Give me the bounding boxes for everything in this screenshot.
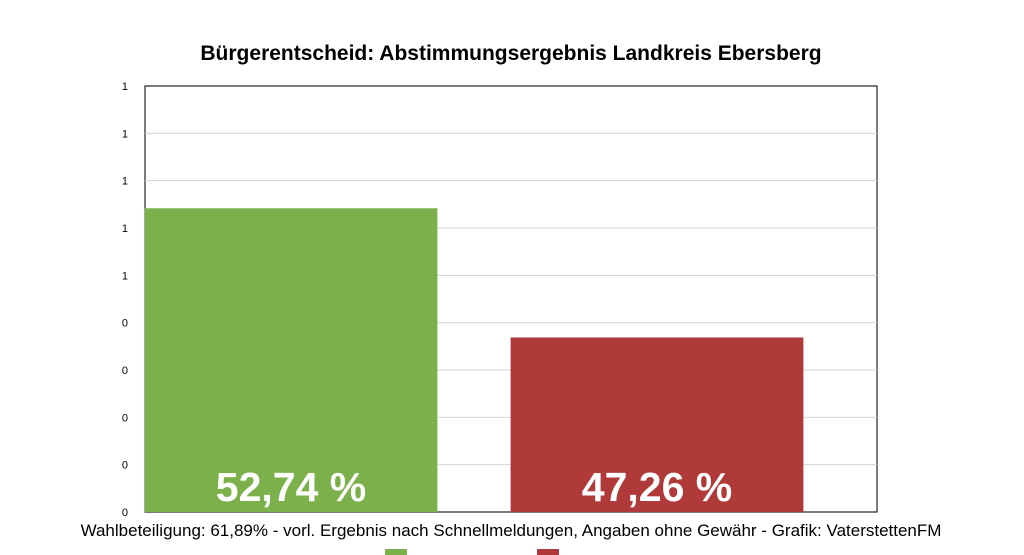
chart-footnote: Wahlbeteiligung: 61,89% - vorl. Ergebnis… (81, 521, 942, 540)
bar-value-labels: 52,74 % 47,26 % (216, 464, 732, 510)
y-axis-ticks: 0 0 0 0 0 1 1 1 1 1 (122, 81, 128, 519)
bar-value-label: 52,74 % (216, 464, 366, 510)
bar (144, 208, 438, 512)
y-tick-label: 0 (122, 318, 128, 330)
bar-value-label: 47,26 % (582, 464, 732, 510)
chart-title: Bürgerentscheid: Abstimmungsergebnis Lan… (200, 42, 821, 65)
bar (510, 337, 804, 512)
legend (385, 549, 559, 555)
plot-area: 0 0 0 0 0 1 1 1 1 1 52,74 % 47,26 % (122, 81, 878, 519)
y-tick-label: 1 (122, 270, 128, 282)
y-tick-label: 0 (122, 365, 128, 377)
y-tick-label: 1 (122, 128, 128, 140)
bars (144, 208, 804, 512)
y-tick-label: 1 (122, 176, 128, 188)
legend-swatch (537, 549, 559, 555)
y-tick-label: 1 (122, 223, 128, 235)
y-tick-label: 0 (122, 460, 128, 472)
legend-swatch (385, 549, 407, 555)
y-tick-label: 1 (122, 81, 128, 93)
y-tick-label: 0 (122, 507, 128, 519)
y-tick-label: 0 (122, 412, 128, 424)
